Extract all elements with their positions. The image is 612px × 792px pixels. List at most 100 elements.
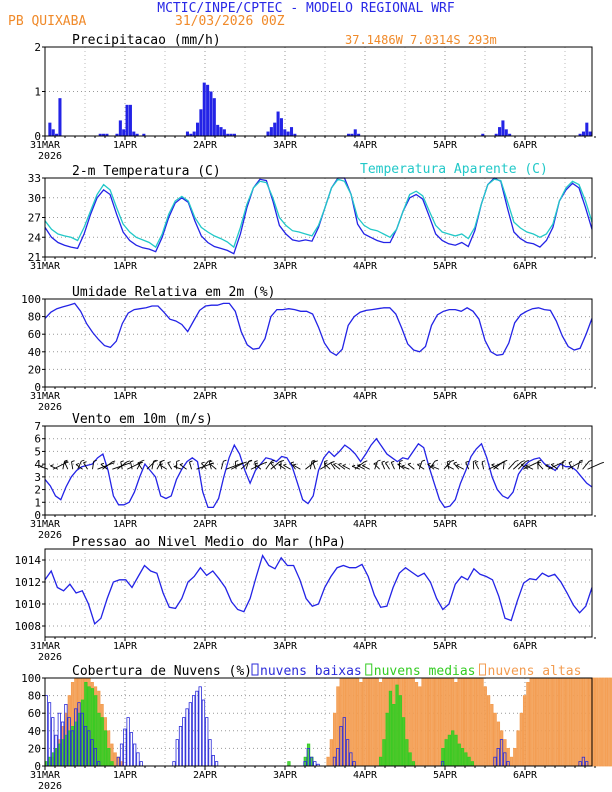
precip-bar (293, 133, 297, 136)
legend-swatch (479, 663, 486, 676)
cloud-bar (126, 717, 130, 767)
precip-bar (279, 118, 283, 136)
plot-frame (44, 677, 593, 767)
cloud-bar (519, 712, 523, 767)
wind-arrow (333, 464, 341, 470)
wind-arrow-head (551, 463, 555, 465)
wind-arrow-head (397, 462, 401, 465)
cloud-bar (467, 677, 471, 767)
y-tick-label: 7 (34, 420, 41, 433)
cloud-bar (572, 677, 576, 767)
wind-arrow-head (81, 459, 85, 462)
cloud-bar (558, 677, 563, 767)
x-tick-label: 1APR (113, 391, 138, 402)
precip-bar (122, 129, 126, 136)
wind-arrow (64, 462, 69, 470)
wind-arrow-head (112, 460, 116, 463)
wind-arrow (312, 461, 316, 470)
wind-arrow-head (64, 459, 68, 462)
cloud-bar (451, 730, 455, 767)
wind-arrow-head (465, 460, 469, 463)
wind-arrow (234, 461, 237, 470)
wind-arrow-head (71, 460, 75, 463)
x-tick-label: 31MAR (30, 140, 61, 151)
wind-arrow-head (333, 462, 337, 465)
cloud-bar (437, 677, 442, 767)
cloud-bar (313, 761, 317, 767)
cloud-bar (588, 677, 592, 767)
wind-arrow-head (351, 464, 356, 467)
wind-arrow (488, 462, 502, 470)
x-tick-label: 4APR (353, 641, 378, 652)
x-tick-label: 3APR (273, 519, 298, 530)
precip-bar (118, 120, 122, 136)
cloud-bar (107, 748, 111, 767)
wind-arrow (159, 464, 168, 470)
cloud-bar (408, 752, 412, 767)
wind-arrow-head (154, 460, 158, 462)
wind-arrow (493, 461, 504, 470)
cloud-bar (378, 756, 383, 767)
wind-arrow (491, 464, 499, 470)
y-tick-label: 0 (34, 760, 41, 773)
wind-arrow-head (427, 462, 431, 465)
wind-arrow-head (330, 461, 334, 464)
cloud-bar (598, 677, 602, 767)
x-tick-label: 4APR (353, 770, 378, 781)
wind-arrow-head (407, 462, 412, 465)
wind-arrow (112, 463, 128, 470)
x-tick-label: 2APR (193, 519, 218, 530)
x-tick-label: 3APR (273, 261, 298, 272)
cloud-bar (516, 730, 520, 767)
x-tick-label: 2APR (193, 261, 218, 272)
wind-arrow-head (290, 461, 295, 464)
cloud-bar (405, 739, 409, 767)
precip-bar (125, 104, 129, 136)
year-label: 2026 (38, 402, 62, 413)
precip-bar (142, 133, 146, 136)
wind-arrow-head (209, 462, 214, 465)
wind-arrow (537, 463, 544, 470)
wind-arrow (129, 461, 133, 470)
cloud-bar (447, 734, 452, 767)
precip-bar (229, 133, 233, 136)
cloud-bar (490, 704, 494, 767)
wind-arrow-head (159, 460, 163, 463)
precip-bar (266, 131, 270, 136)
x-tick-label: 1APR (113, 140, 138, 151)
x-tick-label: 3APR (273, 641, 298, 652)
wind-arrow-head (579, 459, 583, 462)
cloud-bar (480, 677, 484, 767)
wind-arrow-head (417, 463, 421, 466)
y-tick-label: 27 (28, 212, 41, 225)
wind-arrow-head (83, 461, 87, 464)
wind-arrow (508, 461, 516, 470)
wind-arrow (270, 462, 277, 470)
precip-bar (105, 133, 109, 136)
y-tick-label: 1008 (15, 620, 42, 633)
wind-arrow-head (447, 460, 451, 463)
wind-arrow (40, 466, 49, 470)
wind-arrow-head (377, 459, 381, 462)
cloud-bar (398, 695, 402, 767)
wind-arrow (117, 461, 128, 470)
wind-arrow (324, 461, 326, 470)
cloud-bar (568, 677, 573, 767)
cloud-bar (470, 761, 474, 767)
wind-arrow (220, 461, 224, 470)
wind-arrow-head (491, 463, 495, 466)
wind-arrow (270, 461, 280, 470)
cloud-bar (129, 732, 134, 767)
precip-bar (347, 133, 351, 136)
cloud-bar (385, 712, 389, 767)
x-tick-label: 5APR (433, 770, 458, 781)
wind-arrow-head (312, 460, 317, 463)
x-tick-label: 31MAR (30, 519, 61, 530)
series-line-0 (44, 302, 593, 357)
wind-arrow (189, 461, 192, 470)
cloud-bar (545, 677, 550, 767)
y-tick-label: 30 (28, 192, 41, 205)
wind-arrow-head (450, 459, 455, 462)
precip-bar (276, 111, 280, 136)
